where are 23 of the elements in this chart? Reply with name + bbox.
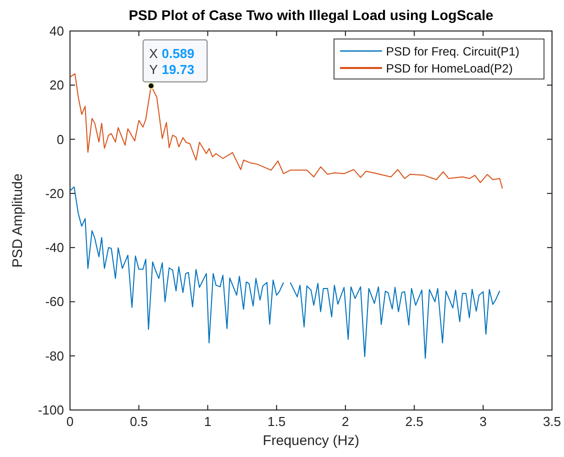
y-tick-label: 40 [50, 24, 64, 38]
y-tick-label: -80 [45, 348, 64, 364]
y-tick-label: 0 [56, 132, 64, 147]
y-tick-label: -40 [45, 240, 64, 256]
x-tick-label: 2.5 [405, 414, 424, 429]
x-tick-label: 3 [480, 414, 487, 429]
y-tick-label: -20 [45, 186, 64, 201]
x-axis-title: Frequency (Hz) [262, 432, 360, 448]
x-tick-label: 0.5 [130, 414, 148, 429]
y-tick-label: 20 [50, 78, 64, 93]
legend-label: PSD for Freq. Circuit(P1) [386, 44, 520, 58]
x-tick-label: 2 [342, 414, 350, 429]
chart-title: PSD Plot of Case Two with Illegal Load using LogScale [128, 7, 494, 23]
y-tick-label: -100 [38, 402, 64, 418]
x-tick-label: 1.5 [268, 414, 286, 429]
legend-label: PSD for HomeLoad(P2) [386, 62, 513, 76]
x-tick-label: 3.5 [542, 414, 562, 429]
annotation: X 0.589 Y 19.73 [149, 46, 194, 77]
line-series [70, 73, 503, 190]
y-tick-label: -60 [45, 294, 64, 310]
y-axis-title: PSD Amplitude [9, 173, 25, 268]
x-tick-label: 0 [66, 414, 74, 429]
x-tick-label: 1 [204, 414, 212, 429]
